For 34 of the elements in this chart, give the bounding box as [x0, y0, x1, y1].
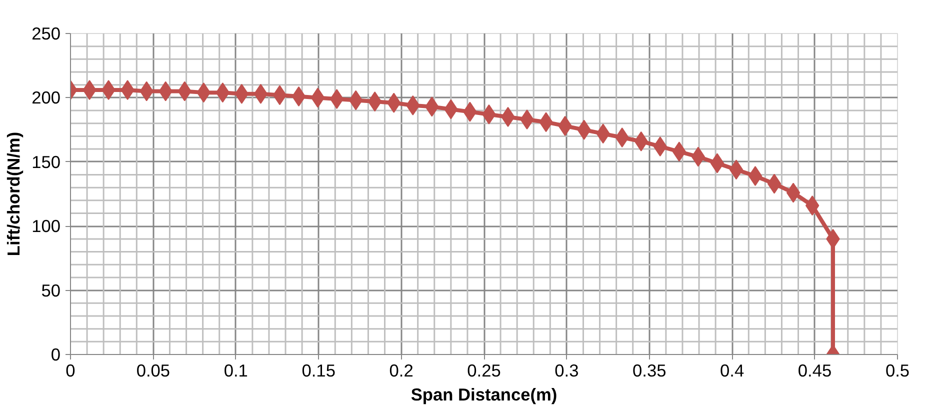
point — [254, 84, 268, 104]
point — [348, 90, 363, 110]
x-tick-label: 0.15 — [302, 360, 336, 380]
point — [710, 153, 724, 174]
y-tick-label: 50 — [41, 280, 61, 300]
x-tick-label: 0 — [66, 360, 76, 380]
point — [729, 160, 744, 180]
y-tick-label: 100 — [32, 216, 61, 236]
y-tick-label: 150 — [32, 152, 61, 172]
x-tick-label: 0.35 — [632, 360, 666, 380]
point — [748, 166, 762, 186]
x-axis-title: Span Distance(m) — [410, 384, 558, 404]
x-tick-label: 0.1 — [224, 360, 248, 380]
point — [672, 142, 686, 162]
x-tick-label: 0.2 — [389, 360, 414, 380]
point — [805, 196, 820, 216]
x-tick-label: 0.5 — [885, 360, 910, 380]
point — [767, 174, 782, 194]
point — [330, 88, 344, 109]
point — [234, 84, 249, 104]
x-tick-label: 0.4 — [720, 360, 745, 380]
point — [786, 182, 800, 203]
x-tick-label: 0.45 — [798, 360, 832, 380]
y-tick-label: 200 — [32, 88, 61, 108]
x-tick-label: 0.05 — [136, 360, 170, 380]
y-tick-label: 0 — [50, 344, 61, 364]
point — [272, 85, 287, 106]
y-tick-label: 250 — [32, 24, 61, 44]
point — [292, 86, 306, 106]
point — [310, 88, 325, 108]
x-tick-label: 0.25 — [467, 360, 501, 380]
x-tick-label: 0.3 — [554, 360, 579, 380]
point — [691, 146, 706, 167]
y-axis-title: Lift/chord(N/m) — [4, 132, 24, 256]
